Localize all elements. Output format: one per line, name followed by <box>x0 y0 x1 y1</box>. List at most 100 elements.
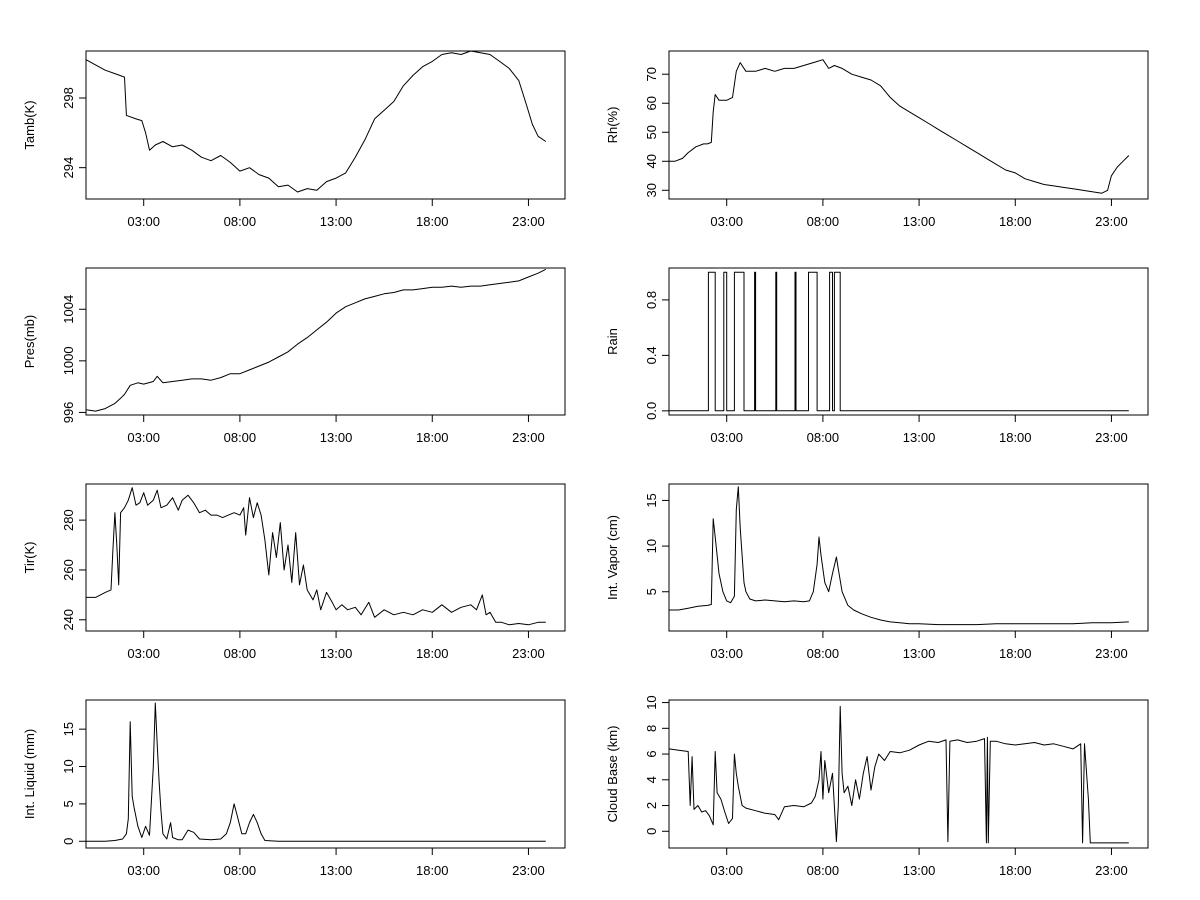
x-tick-label: 23:00 <box>1095 430 1128 445</box>
plot-frame <box>85 699 566 849</box>
x-tick-label: 03:00 <box>710 430 743 445</box>
x-tick-label: 03:00 <box>710 214 743 229</box>
x-tick-label: 18:00 <box>416 646 449 661</box>
panel-3: 03:00 08:00 13:00 18:00 23:00 996 1000 1004 Pres… <box>22 267 566 445</box>
y-tick-label: 60 <box>644 96 659 110</box>
x-tick-label: 13:00 <box>903 214 936 229</box>
x-tick-label: 08:00 <box>224 863 257 878</box>
series-line <box>86 702 546 842</box>
y-tick-label: 5 <box>644 588 659 595</box>
x-tick-label: 13:00 <box>320 214 353 229</box>
x-tick-label: 03:00 <box>710 646 743 661</box>
panel-4: 03:00 08:00 13:00 18:00 23:00 0.0 0.4 0.8 Rain <box>605 267 1149 445</box>
y-axis-label: Int. Vapor (cm) <box>605 515 620 600</box>
y-tick-label: 8 <box>644 725 659 732</box>
y-axis-label: Rain <box>605 328 620 355</box>
x-tick-label: 13:00 <box>903 646 936 661</box>
x-tick-label: 13:00 <box>320 863 353 878</box>
plot-frame <box>85 483 566 632</box>
x-tick-label: 23:00 <box>1095 863 1128 878</box>
x-tick-label: 18:00 <box>999 863 1032 878</box>
x-tick-label: 08:00 <box>807 646 840 661</box>
y-tick-label: 298 <box>61 87 76 109</box>
y-tick-label: 0 <box>644 828 659 835</box>
x-tick-label: 23:00 <box>1095 214 1128 229</box>
plot-frame <box>85 50 566 200</box>
panel-6: 03:00 08:00 13:00 18:00 23:00 5 10 15 Int. Vapor… <box>605 483 1149 661</box>
x-tick-label: 08:00 <box>224 430 257 445</box>
y-axis-label: Tir(K) <box>22 541 37 573</box>
y-tick-label: 10 <box>61 759 76 773</box>
x-tick-label: 18:00 <box>416 430 449 445</box>
x-tick-label: 18:00 <box>416 214 449 229</box>
plot-frame <box>85 267 566 416</box>
y-tick-label: 40 <box>644 154 659 168</box>
plot-frame <box>668 267 1149 416</box>
plot-frame <box>668 699 1149 849</box>
y-tick-label: 0 <box>61 838 76 845</box>
x-tick-label: 08:00 <box>807 430 840 445</box>
y-axis-label: Cloud Base (km) <box>605 726 620 823</box>
panel-5: 03:00 08:00 13:00 18:00 23:00 240 260 280 Tir(K) <box>22 483 566 661</box>
series-line <box>86 487 546 626</box>
series-line <box>85 268 547 412</box>
x-tick-label: 08:00 <box>224 646 257 661</box>
y-axis-label: Tamb(K) <box>22 100 37 149</box>
series-line <box>669 59 1130 194</box>
series-line <box>668 705 1129 844</box>
x-tick-label: 18:00 <box>416 863 449 878</box>
x-tick-label: 13:00 <box>320 646 353 661</box>
series-line <box>85 50 547 193</box>
y-tick-label: 30 <box>644 183 659 197</box>
panel-2: 03:00 08:00 13:00 18:00 23:00 30 40 50 60 70 Rh(%) <box>605 50 1149 229</box>
y-axis-label: Rh(%) <box>605 107 620 144</box>
y-tick-label: 280 <box>61 509 76 531</box>
y-tick-label: 70 <box>644 67 659 81</box>
y-tick-label: 0.8 <box>644 291 659 309</box>
y-tick-label: 240 <box>61 609 76 631</box>
panel-1: 03:00 08:00 13:00 18:00 23:00 294 298 Tamb(K) <box>22 50 566 229</box>
x-tick-label: 23:00 <box>512 646 545 661</box>
x-tick-label: 18:00 <box>999 646 1032 661</box>
x-tick-label: 18:00 <box>999 430 1032 445</box>
x-tick-label: 03:00 <box>710 863 743 878</box>
x-tick-label: 13:00 <box>903 863 936 878</box>
x-tick-label: 08:00 <box>224 214 257 229</box>
y-tick-label: 1004 <box>61 295 76 324</box>
panel-7: 03:00 08:00 13:00 18:00 23:00 0 5 10 15 Int. Liqu… <box>22 699 566 878</box>
x-tick-label: 13:00 <box>320 430 353 445</box>
plot-frame <box>668 50 1149 200</box>
x-tick-label: 03:00 <box>127 646 160 661</box>
y-tick-label: 50 <box>644 125 659 139</box>
series-line <box>669 271 1129 412</box>
y-tick-label: 6 <box>644 750 659 757</box>
x-tick-label: 08:00 <box>807 863 840 878</box>
y-tick-label: 5 <box>61 800 76 807</box>
x-tick-label: 23:00 <box>512 214 545 229</box>
y-tick-label: 294 <box>61 157 76 179</box>
plot-frame <box>668 483 1149 632</box>
x-tick-label: 03:00 <box>127 863 160 878</box>
x-tick-label: 23:00 <box>1095 646 1128 661</box>
y-tick-label: 260 <box>61 559 76 581</box>
y-tick-label: 0.0 <box>644 402 659 420</box>
panel-8: 03:00 08:00 13:00 18:00 23:00 0 2 4 6 8 10 Cloud Ba… <box>605 695 1149 878</box>
y-axis-label: Int. Liquid (mm) <box>22 729 37 819</box>
x-tick-label: 08:00 <box>807 214 840 229</box>
y-tick-label: 15 <box>644 493 659 507</box>
panels-container: 03:00 08:00 13:00 18:00 23:00294298Tamb(K)03… <box>22 50 1149 878</box>
x-tick-label: 13:00 <box>903 430 936 445</box>
x-tick-label: 18:00 <box>999 214 1032 229</box>
y-axis-label: Pres(mb) <box>22 315 37 368</box>
y-tick-label: 1000 <box>61 346 76 375</box>
x-tick-label: 23:00 <box>512 430 545 445</box>
y-tick-label: 0.4 <box>644 346 659 364</box>
series-line <box>669 486 1129 626</box>
y-tick-label: 2 <box>644 802 659 809</box>
x-tick-label: 23:00 <box>512 863 545 878</box>
x-tick-label: 03:00 <box>127 214 160 229</box>
x-tick-label: 03:00 <box>127 430 160 445</box>
y-tick-label: 996 <box>61 402 76 424</box>
y-tick-label: 15 <box>61 722 76 736</box>
